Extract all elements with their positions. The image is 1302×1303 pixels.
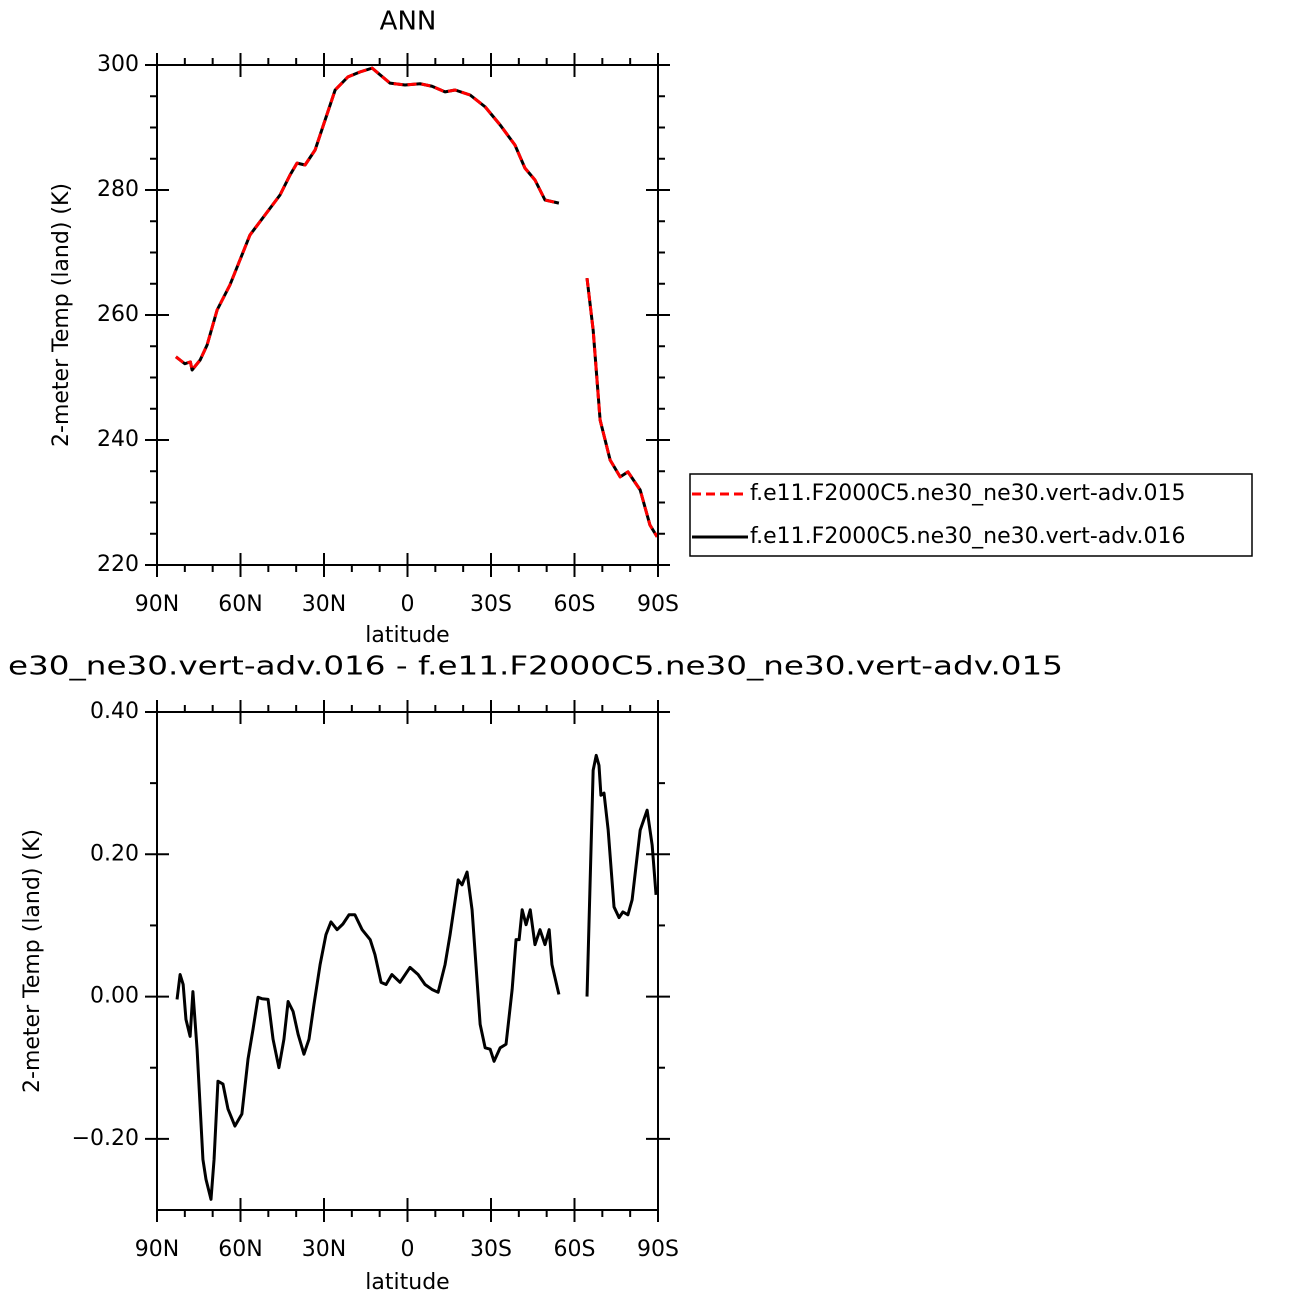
- chart-title: e30_ne30.vert-adv.016 - f.e11.F2000C5.ne…: [8, 652, 1063, 682]
- data-line: [175, 753, 658, 1201]
- x-tick-label: 30S: [470, 1237, 512, 1262]
- x-tick-label: 90N: [135, 592, 179, 617]
- legend-label: f.e11.F2000C5.ne30_ne30.vert-adv.016: [750, 524, 1186, 549]
- x-tick-label: 0: [401, 592, 415, 617]
- y-tick-label: 0.40: [90, 699, 139, 724]
- data-line: [175, 66, 659, 538]
- x-tick-label: 30N: [302, 1237, 346, 1262]
- x-axis-label: latitude: [365, 1270, 449, 1295]
- x-axis-label: latitude: [365, 623, 449, 648]
- x-tick-label: 60N: [218, 1237, 262, 1262]
- y-tick-label: −0.20: [72, 1126, 139, 1151]
- y-tick-label: 0.00: [90, 984, 139, 1009]
- x-tick-label: 30S: [470, 592, 512, 617]
- y-tick-label: 220: [97, 552, 139, 577]
- y-tick-label: 280: [97, 177, 139, 202]
- y-tick-label: 300: [97, 52, 139, 77]
- x-tick-label: 30N: [302, 592, 346, 617]
- x-tick-label: 90S: [637, 592, 679, 617]
- legend-box: [689, 473, 1253, 557]
- x-tick-label: 60S: [554, 592, 596, 617]
- y-axis-label: 2-meter Temp (land) (K): [49, 183, 74, 447]
- x-tick-label: 60S: [554, 1237, 596, 1262]
- plot-frame: [156, 64, 659, 566]
- plot-frame: [156, 711, 659, 1211]
- x-tick-label: 60N: [218, 592, 262, 617]
- y-tick-label: 260: [97, 302, 139, 327]
- y-tick-label: 0.20: [90, 841, 139, 866]
- legend-label: f.e11.F2000C5.ne30_ne30.vert-adv.015: [750, 481, 1186, 506]
- x-tick-label: 0: [401, 1237, 415, 1262]
- y-tick-label: 240: [97, 427, 139, 452]
- data-line: [175, 66, 659, 538]
- x-tick-label: 90S: [637, 1237, 679, 1262]
- y-axis-label: 2-meter Temp (land) (K): [20, 829, 45, 1093]
- x-tick-label: 90N: [135, 1237, 179, 1262]
- chart-title: ANN: [380, 7, 437, 37]
